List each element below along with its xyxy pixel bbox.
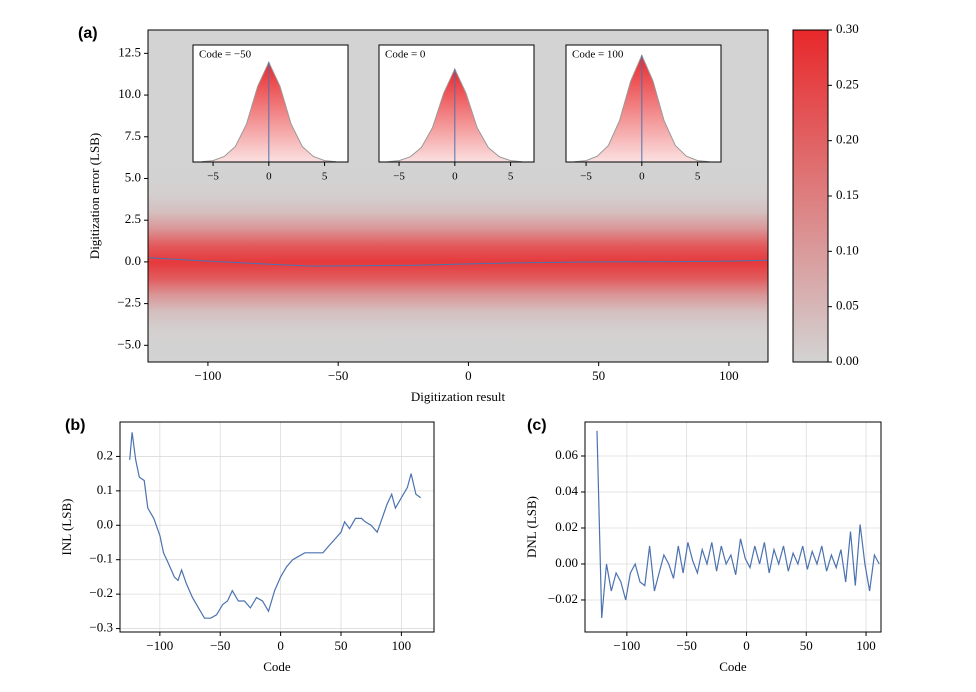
colorbar-tick-label: 0.25 bbox=[836, 76, 859, 91]
y-tick-label: −2.5 bbox=[117, 295, 141, 310]
x-tick-label: 0 bbox=[277, 638, 284, 653]
y-axis-label: DNL (LSB) bbox=[524, 496, 539, 558]
y-tick-label: 0.2 bbox=[97, 447, 113, 462]
colorbar-tick-label: 0.05 bbox=[836, 298, 859, 313]
colorbar-tick-label: 0.00 bbox=[836, 353, 859, 368]
panel-label: (a) bbox=[78, 25, 98, 42]
axes-frame bbox=[147, 29, 769, 363]
y-axis-label: INL (LSB) bbox=[59, 499, 74, 556]
x-tick-label: −100 bbox=[613, 638, 640, 653]
colorbar bbox=[792, 29, 829, 363]
x-axis-label: Code bbox=[263, 659, 291, 674]
panel-label: (b) bbox=[65, 417, 85, 434]
y-tick-label: 10.0 bbox=[118, 86, 141, 101]
x-tick-label: −50 bbox=[676, 638, 696, 653]
x-tick-label: 0 bbox=[452, 171, 458, 183]
y-tick-label: −0.3 bbox=[89, 620, 113, 635]
x-tick-label: 5 bbox=[322, 171, 328, 183]
inset-title: Code = −50 bbox=[199, 49, 252, 61]
y-tick-label: 0.0 bbox=[97, 516, 113, 531]
y-tick-label: −5.0 bbox=[117, 336, 141, 351]
x-tick-label: −100 bbox=[146, 638, 173, 653]
x-tick-label: 50 bbox=[592, 368, 605, 383]
axes-frame bbox=[565, 44, 722, 163]
y-tick-label: 0.04 bbox=[555, 483, 578, 498]
x-tick-label: −100 bbox=[194, 368, 221, 383]
x-tick-label: 0 bbox=[639, 171, 645, 183]
axes-frame bbox=[584, 421, 882, 633]
data-line bbox=[596, 430, 880, 619]
inset-title: Code = 0 bbox=[385, 49, 426, 61]
y-tick-label: 0.0 bbox=[125, 253, 141, 268]
x-tick-label: 5 bbox=[508, 171, 514, 183]
x-tick-label: −5 bbox=[393, 171, 405, 183]
y-tick-label: 0.06 bbox=[555, 447, 578, 462]
plot-area bbox=[148, 257, 768, 267]
axes-frame bbox=[119, 421, 435, 633]
x-tick-label: −5 bbox=[580, 171, 592, 183]
x-tick-label: 50 bbox=[800, 638, 813, 653]
y-tick-label: 2.5 bbox=[125, 211, 141, 226]
colorbar-tick-label: 0.20 bbox=[836, 132, 859, 147]
x-axis-label: Code bbox=[719, 659, 747, 674]
x-tick-label: 0 bbox=[266, 171, 272, 183]
x-tick-label: 100 bbox=[392, 638, 412, 653]
x-tick-label: 5 bbox=[695, 171, 701, 183]
y-tick-label: 0.1 bbox=[97, 482, 113, 497]
y-tick-label: −0.02 bbox=[548, 591, 578, 606]
y-axis-label: Digitization error (LSB) bbox=[87, 133, 102, 259]
colorbar-tick-label: 0.30 bbox=[836, 21, 859, 36]
x-tick-label: −50 bbox=[210, 638, 230, 653]
x-tick-label: 0 bbox=[743, 638, 750, 653]
y-tick-label: −0.2 bbox=[89, 585, 113, 600]
data-line bbox=[129, 432, 422, 619]
x-tick-label: 100 bbox=[856, 638, 876, 653]
colorbar-tick-label: 0.15 bbox=[836, 187, 859, 202]
x-tick-label: −50 bbox=[328, 368, 348, 383]
x-tick-label: 50 bbox=[335, 638, 348, 653]
y-tick-label: 12.5 bbox=[118, 44, 141, 59]
colorbar-tick-label: 0.10 bbox=[836, 242, 859, 257]
inset-title: Code = 100 bbox=[572, 49, 624, 61]
y-tick-label: 0.00 bbox=[555, 555, 578, 570]
x-tick-label: −5 bbox=[207, 171, 219, 183]
y-tick-label: 5.0 bbox=[125, 169, 141, 184]
mean-line bbox=[148, 257, 768, 267]
axes-frame bbox=[192, 44, 349, 163]
x-tick-label: 100 bbox=[719, 368, 739, 383]
y-tick-label: 7.5 bbox=[125, 128, 141, 143]
y-tick-label: −0.1 bbox=[89, 551, 113, 566]
x-tick-label: 0 bbox=[465, 368, 472, 383]
panel-label: (c) bbox=[527, 417, 547, 434]
axes-frame bbox=[378, 44, 535, 163]
y-tick-label: 0.02 bbox=[555, 519, 578, 534]
x-axis-label: Digitization result bbox=[411, 389, 506, 404]
